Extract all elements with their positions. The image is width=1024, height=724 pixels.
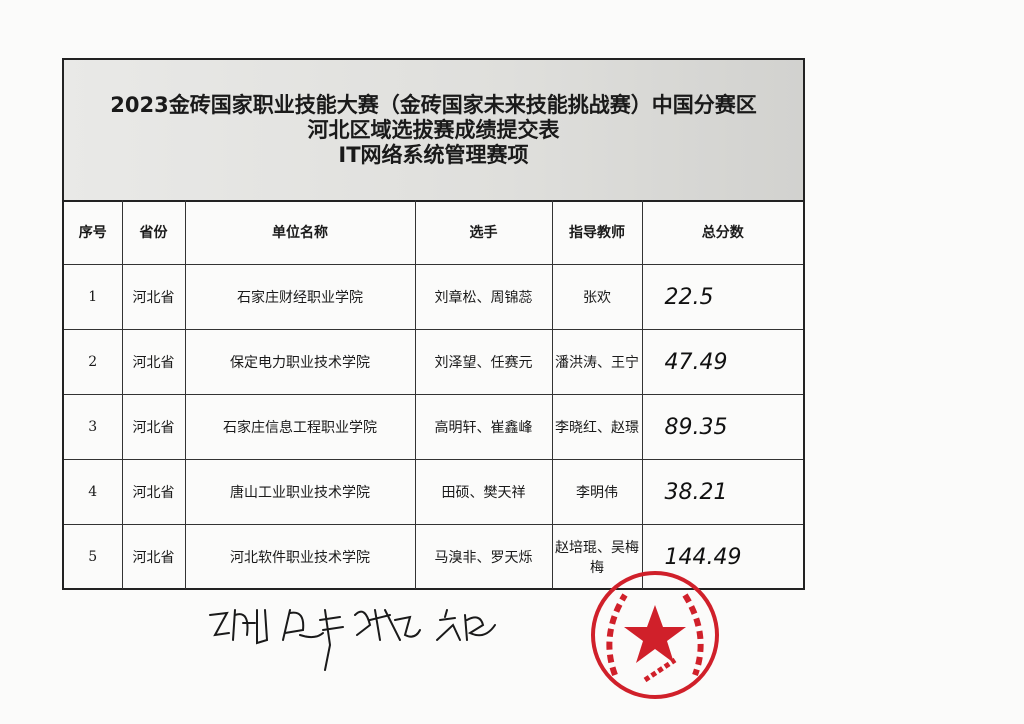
score-cell: 38.21 <box>641 459 803 525</box>
star-icon <box>624 605 686 663</box>
teachers-cell: 李明伟 <box>551 459 643 525</box>
province-cell: 河北省 <box>121 524 186 589</box>
players-cell: 刘章松、周锦蕊 <box>414 264 553 330</box>
teachers-cell: 张欢 <box>551 264 643 330</box>
signature-1 <box>209 609 269 645</box>
col-header-province: 省份 <box>121 200 186 265</box>
table-row: 2 河北省 保定电力职业技术学院 刘泽望、任赛元 潘洪涛、王宁 47.49 <box>64 329 803 395</box>
score-cell: 89.35 <box>641 394 803 460</box>
score-cell: 144.49 <box>641 524 803 589</box>
players-cell: 田硕、樊天祥 <box>414 459 553 525</box>
row-number: 5 <box>64 524 123 589</box>
col-header-teachers: 指导教师 <box>551 200 643 265</box>
row-number: 3 <box>64 394 123 460</box>
province-cell: 河北省 <box>121 329 186 395</box>
players-cell: 高明轩、崔鑫峰 <box>414 394 553 460</box>
unit-name-cell: 唐山工业职业技术学院 <box>184 459 416 525</box>
table-row: 5 河北省 河北软件职业技术学院 马溴非、罗天烁 赵培琨、吴梅梅 144.49 <box>64 524 803 589</box>
players-cell: 刘泽望、任赛元 <box>414 329 553 395</box>
teachers-cell: 潘洪涛、王宁 <box>551 329 643 395</box>
signature-4 <box>436 609 496 641</box>
row-number: 2 <box>64 329 123 395</box>
title-line-3: IT网络系统管理赛项 <box>338 143 529 167</box>
col-header-no: 序号 <box>64 200 123 265</box>
title-line-2: 河北区域选拔赛成绩提交表 <box>307 118 560 142</box>
results-table: 序号 省份 单位名称 选手 指导教师 总分数 1 河北省 石家庄财经职业学院 刘章松、… <box>64 200 803 589</box>
teachers-cell: 李晓红、赵璟 <box>551 394 643 460</box>
signature-3 <box>354 609 421 641</box>
table-row: 3 河北省 石家庄信息工程职业学院 高明轩、崔鑫峰 李晓红、赵璟 89.35 <box>64 394 803 460</box>
title-line-1: 2023金砖国家职业技能大赛（金砖国家未来技能挑战赛）中国分赛区 <box>110 93 757 117</box>
col-header-players: 选手 <box>414 200 553 265</box>
signature-2 <box>282 609 344 671</box>
province-cell: 河北省 <box>121 394 186 460</box>
unit-name-cell: 石家庄财经职业学院 <box>184 264 416 330</box>
players-cell: 马溴非、罗天烁 <box>414 524 553 589</box>
title-block: 2023金砖国家职业技能大赛（金砖国家未来技能挑战赛）中国分赛区 河北区域选拔赛… <box>64 60 803 202</box>
score-sheet: 2023金砖国家职业技能大赛（金砖国家未来技能挑战赛）中国分赛区 河北区域选拔赛… <box>62 58 805 590</box>
unit-name-cell: 河北软件职业技术学院 <box>184 524 416 589</box>
col-header-unit: 单位名称 <box>184 200 416 265</box>
province-cell: 河北省 <box>121 459 186 525</box>
score-cell: 47.49 <box>641 329 803 395</box>
unit-name-cell: 石家庄信息工程职业学院 <box>184 394 416 460</box>
province-cell: 河北省 <box>121 264 186 330</box>
row-number: 1 <box>64 264 123 330</box>
score-cell: 22.5 <box>641 264 803 330</box>
table-row: 4 河北省 唐山工业职业技术学院 田硕、樊天祥 李明伟 38.21 <box>64 459 803 525</box>
table-row: 1 河北省 石家庄财经职业学院 刘章松、周锦蕊 张欢 22.5 <box>64 264 803 330</box>
table-header-row: 序号 省份 单位名称 选手 指导教师 总分数 <box>64 200 803 265</box>
official-stamp <box>591 571 719 699</box>
row-number: 4 <box>64 459 123 525</box>
col-header-score: 总分数 <box>641 200 803 265</box>
unit-name-cell: 保定电力职业技术学院 <box>184 329 416 395</box>
signatures <box>209 609 496 671</box>
